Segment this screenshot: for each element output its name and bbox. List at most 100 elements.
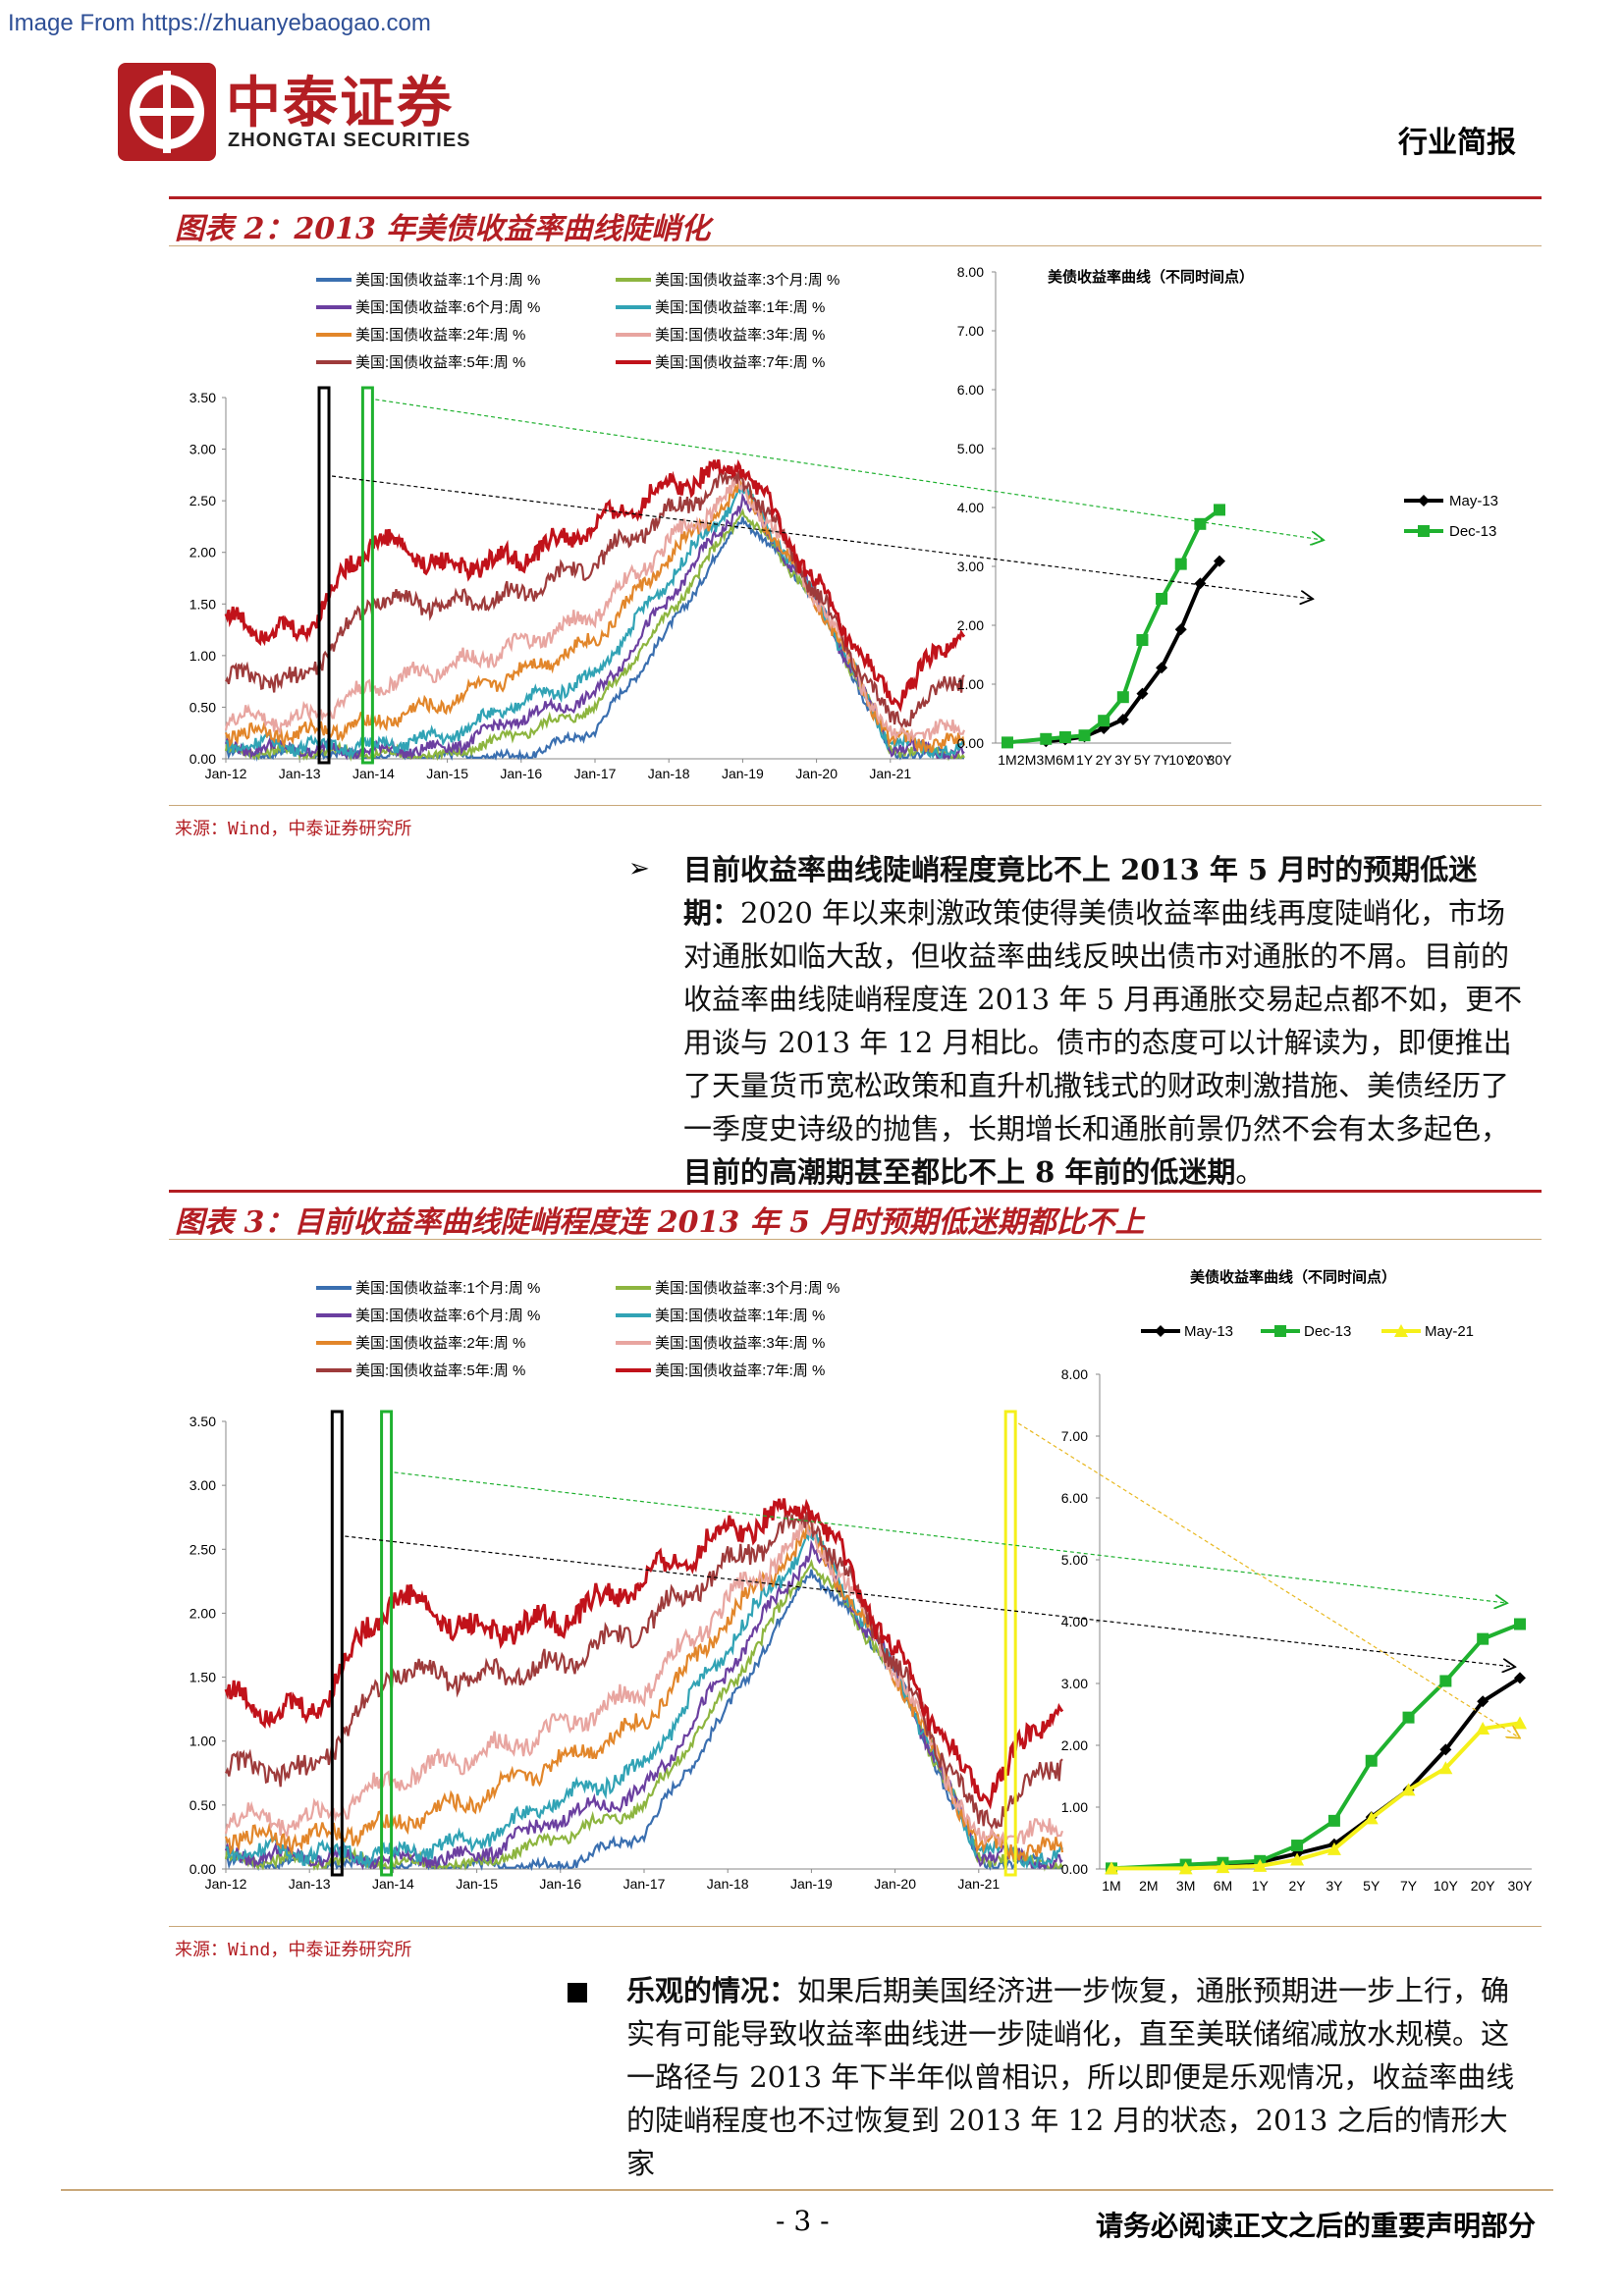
x-tick-label: Jan-18 [648,766,690,781]
y-tick-label: 6.00 [1061,1490,1088,1506]
y-tick-label: 8.00 [957,264,984,280]
figure-top-rule [169,196,1542,199]
y-tick-label: 2.50 [189,1541,216,1557]
y-tick-label: 5.00 [1061,1552,1088,1568]
curve-point [1116,691,1129,704]
x-tick-label: 20Y [1188,752,1214,768]
curve-point [1477,1632,1489,1645]
x-tick-label: Jan-20 [874,1876,916,1892]
curve-point [1290,1852,1305,1866]
y-tick-label: 0.00 [189,751,216,767]
may21-arrow [1017,1422,1519,1737]
legend-marker [1418,495,1430,507]
legend-label: 美国:国债收益率:3年:周 % [655,327,825,344]
y-tick-label: 4.00 [957,500,984,515]
curve-point [1136,634,1149,646]
curve-chart-title: 美债收益率曲线（不同时间点） [1048,268,1254,286]
curve-point [1365,1754,1378,1767]
x-tick-label: 6M [1056,752,1074,768]
footer-rule [61,2189,1553,2191]
x-tick-label: Jan-19 [722,766,764,781]
curve-point [1364,1811,1379,1825]
figure3-chart: 0.00 0.50 1.00 1.50 2.00 2.50 3.00 3.50 Jan-12 Ja… [189,1268,1533,1894]
curve-point [1401,1783,1416,1796]
x-tick-label: 10Y [1434,1878,1459,1894]
x-tick-label: Jan-21 [957,1876,1000,1892]
legend-label: 美国:国债收益率:3年:周 % [655,1335,825,1352]
curve-point [1439,1743,1452,1756]
y-tick-label: 2.00 [189,545,216,561]
y-tick-label: 7.00 [1061,1428,1088,1444]
brand-name-cn: 中泰证券 [226,72,454,135]
curve-point [1116,714,1129,725]
y-tick-label: 3.00 [1061,1676,1088,1691]
footer-disclaimer: 请务必阅读正文之后的重要声明部分 [1095,2210,1536,2242]
may21-highlight-box [1003,1410,1017,1877]
x-tick-label: 10Y [1168,752,1194,768]
figure3-source: 来源：Wind，中泰证券研究所 [175,1940,412,1960]
x-tick-label: 6M [1214,1878,1232,1894]
curve-point [1174,558,1187,570]
curve-point [1514,1672,1526,1684]
x-tick-label: Jan-16 [500,766,542,781]
series-line-6 [224,1519,1064,1847]
curve-point [1214,555,1225,567]
x-tick-label: 2Y [1096,752,1113,768]
curve-line-Dec-13 [1006,507,1221,745]
legend-label: May-13 [1184,1323,1233,1340]
curve-point [1253,1858,1268,1872]
x-tick-label: Jan-21 [869,766,911,781]
figure-bottom-rule [169,805,1542,806]
section1-bold-tail: 目前的高潮期甚至都比不上 8 年前的低迷期 [683,1155,1236,1189]
section1-heading: 目前收益率曲线陡峭程度竟比不上 2013 年 5 月时的预期低迷期： [683,853,1478,930]
curve-point [1078,729,1091,742]
legend-label: Dec-13 [1304,1323,1351,1340]
x-tick-label: 30Y [1208,752,1233,768]
curve-point [1476,1721,1490,1735]
curve-point [1001,736,1013,749]
series-line-4 [225,483,965,761]
series-line-2 [224,507,965,762]
x-tick-label: 7Y [1154,752,1171,768]
may13-arrow [345,1535,1514,1667]
x-tick-label: Jan-20 [795,766,838,781]
series-line-4 [225,1527,1063,1870]
dec13-arrow [394,1471,1506,1603]
y-tick-label: 2.00 [1061,1737,1088,1753]
curve-point [1327,1814,1340,1827]
curve-point [1439,1675,1452,1687]
y-tick-label: 3.00 [189,1477,216,1493]
source-watermark: Image From https://zhuanyebaogao.com [8,10,431,36]
legend-label: 美国:国债收益率:2年:周 % [355,1335,525,1352]
section2-body: 如果后期美国经济进一步恢复，通胀预期进一步上行，确实有可能导致收益率曲线进一步陡… [626,1974,1515,2180]
series-line-7 [225,1510,1063,1830]
y-tick-label: 1.50 [189,1670,216,1685]
dec13-highlight-box [380,1410,394,1877]
y-tick-label: 1.00 [1061,1799,1088,1815]
legend-label: 美国:国债收益率:1个月:周 % [355,1280,540,1297]
y-tick-label: 1.00 [189,648,216,664]
curve-point [1216,1860,1230,1874]
legend-marker [1155,1325,1166,1337]
curve-chart-title: 美债收益率曲线（不同时间点） [1190,1268,1396,1286]
y-tick-label: 3.50 [189,1414,216,1429]
x-tick-label: Jan-14 [352,766,395,781]
x-tick-label: 3M [1037,752,1056,768]
figure-title-rule [169,1239,1542,1240]
curve-point [1438,1761,1453,1775]
dec13-arrow [375,399,1323,540]
y-tick-label: 4.00 [1061,1614,1088,1629]
y-tick-label: 0.00 [189,1861,216,1877]
curve-point [1156,662,1168,674]
figure2-chart: 0.00 0.50 1.00 1.50 2.00 2.50 3.00 3.50 Jan-12 Ja… [189,264,1498,781]
x-tick-label: 7Y [1400,1878,1418,1894]
curve-point [1214,504,1225,516]
y-tick-label: 2.00 [957,617,984,633]
y-tick-label: 1.00 [189,1734,216,1749]
may13-highlight-box [317,386,331,765]
y-tick-label: 0.00 [1061,1861,1088,1877]
legend-label: 美国:国债收益率:2年:周 % [355,327,525,344]
legend-label: 美国:国债收益率:3个月:周 % [655,272,839,289]
y-tick-label: 0.50 [189,699,216,715]
dec13-highlight-box [360,386,374,765]
